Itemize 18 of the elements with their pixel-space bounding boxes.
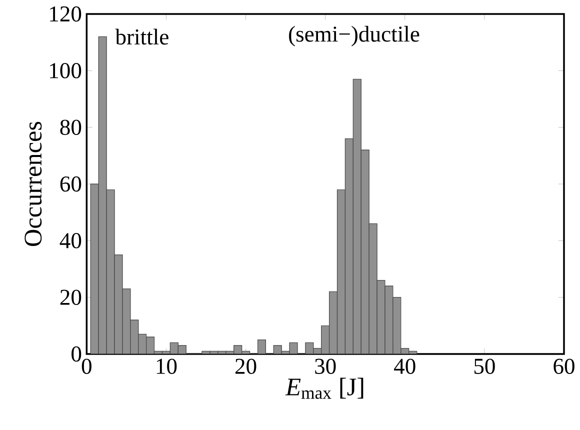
x-tick-label: 0: [82, 358, 92, 374]
y-tick-label: 20: [60, 290, 82, 305]
x-tick-label: 30: [315, 358, 336, 374]
annotation: brittle: [115, 28, 168, 45]
x-tick-label: 10: [156, 358, 177, 374]
y-tick-label: 80: [60, 120, 82, 135]
y-tick-label: 0: [72, 346, 82, 362]
x-tick-label: 60: [554, 358, 574, 374]
y-tick-label: 60: [60, 176, 82, 192]
y-axis-title: Occurrences: [24, 122, 42, 246]
annotation: (semi−)ductile: [289, 26, 420, 46]
x-tick-label: 20: [235, 358, 256, 374]
x-tick-label: 40: [394, 358, 416, 374]
x-tick-label: 50: [474, 358, 495, 374]
y-tick-label: 40: [60, 233, 82, 248]
y-tick-label: 100: [50, 63, 82, 78]
x-axis-title: E$_{max}$ [J]: [285, 378, 364, 399]
y-tick-label: 120: [50, 6, 82, 22]
